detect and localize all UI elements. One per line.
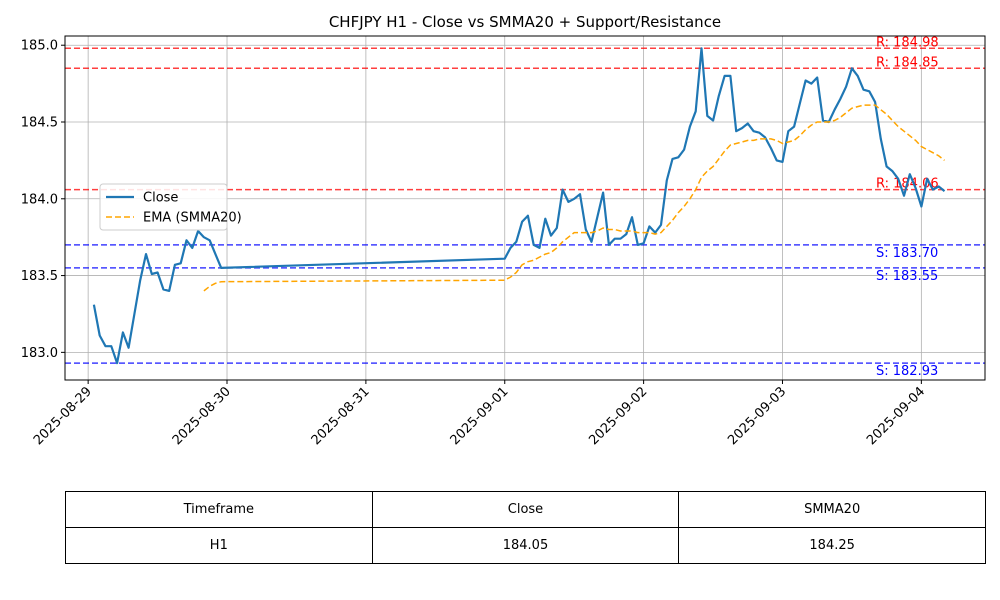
- chart: CHFJPY H1 - Close vs SMMA20 + Support/Re…: [21, 13, 986, 449]
- series-line-smma20: [203, 104, 945, 292]
- header-smma20: SMMA20: [678, 491, 986, 528]
- legend: Close EMA (SMMA20): [99, 183, 242, 231]
- axes: 2025-08-29 2025-08-30 2025-08-31 2025-09-01…: [21, 39, 928, 449]
- cell-timeframe: H1: [65, 527, 373, 564]
- cell-smma20: 184.25: [678, 527, 986, 564]
- series-line-close: [92, 47, 946, 365]
- header-close: Close: [371, 491, 680, 528]
- y-tick-label: 183.5: [21, 269, 58, 284]
- plot-frame: [64, 35, 986, 381]
- table-row: H1 184.05 184.25: [65, 527, 986, 564]
- y-tick-label: 185.0: [21, 39, 58, 54]
- support-label: S: 183.55: [876, 269, 938, 284]
- resistance-label: R: 184.85: [876, 55, 939, 70]
- cell-close: 184.05: [371, 527, 680, 564]
- legend-label: EMA (SMMA20): [143, 211, 242, 226]
- chart-title: CHFJPY H1 - Close vs SMMA20 + Support/Re…: [329, 13, 721, 31]
- y-tick-label: 184.5: [21, 116, 58, 131]
- summary-table: Timeframe Close SMMA20 H1 184.05 184.25: [65, 491, 986, 564]
- series-lines: [92, 47, 946, 365]
- legend-label: Close: [143, 191, 178, 206]
- x-tick-label: 2025-09-04: [864, 384, 928, 448]
- x-tick-label: 2025-08-29: [31, 384, 95, 448]
- header-timeframe: Timeframe: [65, 491, 373, 528]
- support-label: S: 183.70: [876, 246, 938, 261]
- x-tick-label: 2025-09-01: [448, 384, 512, 448]
- grid: [65, 36, 985, 380]
- x-tick-label: 2025-09-03: [725, 384, 789, 448]
- table-header-row: Timeframe Close SMMA20: [65, 491, 986, 528]
- x-tick-label: 2025-08-31: [309, 384, 373, 448]
- y-tick-label: 184.0: [21, 192, 58, 207]
- resistance-label: R: 184.98: [876, 35, 939, 50]
- support-label: S: 182.93: [876, 364, 938, 379]
- legend-box: [99, 183, 228, 231]
- y-tick-label: 183.0: [21, 346, 58, 361]
- x-tick-label: 2025-08-30: [170, 384, 234, 448]
- x-tick-label: 2025-09-02: [586, 384, 650, 448]
